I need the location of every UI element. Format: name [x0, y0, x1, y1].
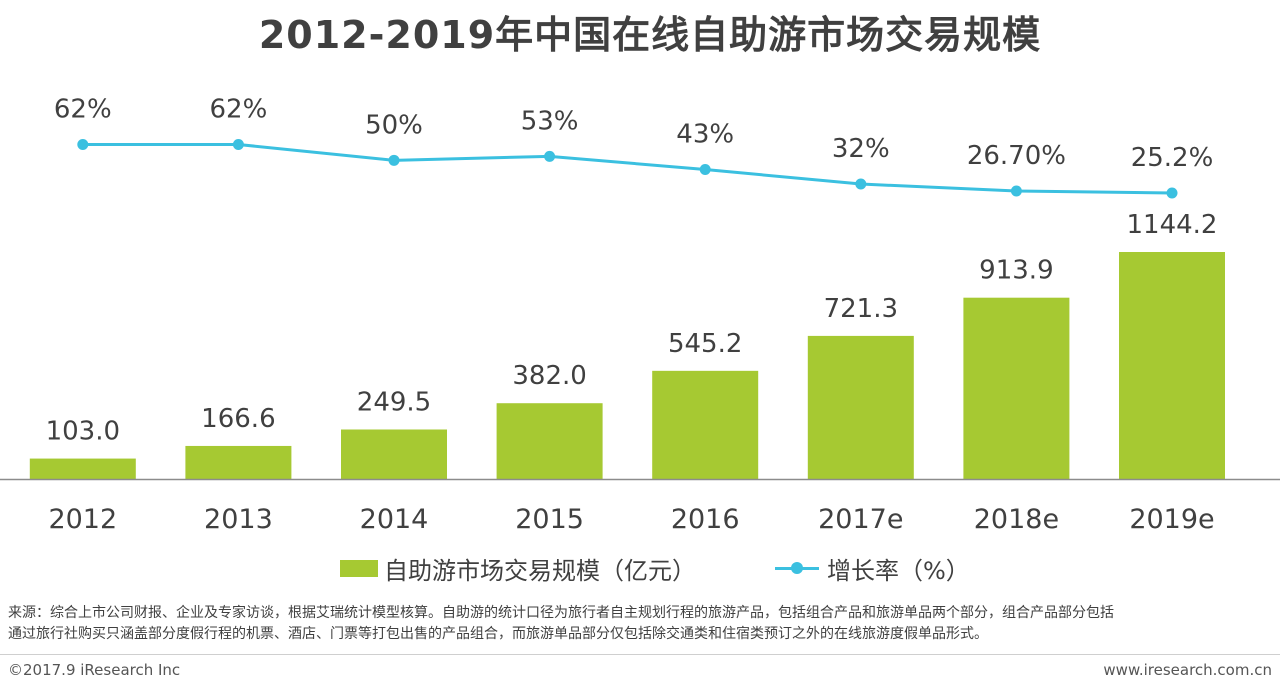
x-tick-label: 2018e	[974, 504, 1059, 535]
legend-line-item: 增长率（%）	[775, 550, 970, 586]
chart-area: 103.0 166.6 249.5 382.0 545.2 721.3 913.9 1144.…	[0, 95, 1280, 535]
legend-bar-swatch	[340, 559, 378, 577]
growth-label: 50%	[365, 110, 423, 140]
x-tick-label: 2014	[360, 504, 429, 535]
x-tick-label: 2015	[515, 504, 584, 535]
legend-bar-item: 自助游市场交易规模（亿元）	[340, 550, 696, 586]
bar	[496, 403, 603, 479]
bar-value-label: 545.2	[668, 329, 742, 359]
growth-point	[699, 164, 711, 176]
growth-label: 62%	[54, 95, 112, 125]
bar-value-label: 103.0	[46, 417, 120, 447]
growth-point	[232, 139, 244, 150]
bar-value-label: 913.9	[979, 256, 1053, 286]
x-tick-label: 2016	[671, 504, 740, 535]
growth-label: 32%	[832, 134, 890, 164]
growth-label: 26.70%	[967, 141, 1066, 171]
bar-value-label: 382.0	[512, 361, 586, 391]
bar	[1119, 252, 1225, 479]
bar-value-label: 166.6	[201, 404, 275, 434]
growth-point	[1010, 185, 1022, 197]
bar-value-label: 249.5	[357, 388, 431, 418]
legend-bar-label: 自助游市场交易规模（亿元）	[384, 556, 696, 585]
bar-value-label: 1144.2	[1127, 210, 1218, 240]
copyright: ©2017.9 iResearch Inc	[8, 661, 181, 679]
growth-point	[388, 154, 400, 166]
bar-value-label: 721.3	[824, 294, 898, 324]
bar	[341, 429, 447, 479]
x-tick-label: 2013	[204, 504, 273, 535]
legend-line-swatch	[775, 561, 819, 574]
x-tick-label: 2017e	[818, 504, 903, 535]
bar	[652, 370, 759, 479]
growth-label: 62%	[210, 95, 268, 125]
source-note: 来源：综合上市公司财报、企业及专家访谈，根据艾瑞统计模型核算。自助游的统计口径为…	[8, 603, 1274, 645]
bar	[29, 458, 136, 479]
legend: 自助游市场交易规模（亿元） 增长率（%）	[0, 550, 1280, 586]
x-tick-label: 2019e	[1129, 504, 1214, 535]
growth-label: 25.2%	[1131, 143, 1214, 173]
x-tick-label: 2012	[48, 504, 117, 535]
growth-line	[82, 143, 1173, 195]
bar	[963, 297, 1070, 479]
growth-label: 53%	[521, 106, 579, 136]
chart-title: 2012-2019年中国在线自助游市场交易规模	[258, 13, 1042, 57]
growth-point	[544, 150, 556, 162]
growth-label: 43%	[676, 120, 734, 150]
source-line-1: 来源：综合上市公司财报、企业及专家访谈，根据艾瑞统计模型核算。自助游的统计口径为…	[8, 605, 1114, 621]
bar	[185, 445, 292, 479]
growth-point	[1166, 187, 1178, 199]
website-link[interactable]: www.iresearch.com.cn	[1103, 661, 1272, 679]
bar	[807, 335, 914, 479]
legend-line-label: 增长率（%）	[827, 556, 970, 585]
growth-point	[855, 178, 867, 190]
growth-point	[77, 139, 89, 150]
source-line-2: 通过旅行社购买只涵盖部分度假行程的机票、酒店、门票等打包出售的产品组合，而旅游单…	[8, 626, 988, 642]
footer-divider	[0, 654, 1280, 655]
